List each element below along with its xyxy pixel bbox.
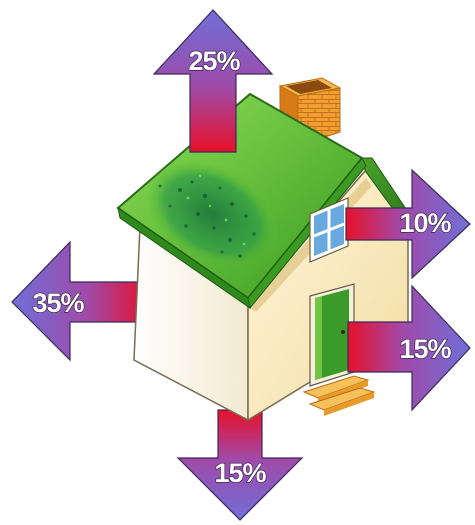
door-steps xyxy=(302,375,376,416)
arrow-left-wall: 35% xyxy=(11,240,151,362)
label-door: 15% xyxy=(399,334,451,364)
label-roof: 25% xyxy=(188,46,240,76)
label-left-wall: 35% xyxy=(32,288,84,318)
arrow-window: 10% xyxy=(345,168,471,280)
arrow-icon xyxy=(347,284,471,412)
moss-patch xyxy=(145,159,279,269)
arrow-floor: 15% xyxy=(176,409,304,521)
label-window: 10% xyxy=(399,208,451,238)
arrow-roof: 25% xyxy=(152,9,274,153)
window-icon xyxy=(309,197,349,263)
arrow-icon xyxy=(152,9,274,153)
door-icon xyxy=(309,283,355,387)
label-floor: 15% xyxy=(214,458,266,488)
arrow-icon xyxy=(345,168,471,280)
arrow-door: 15% xyxy=(347,284,471,412)
arrow-icon xyxy=(176,409,304,521)
house-icon xyxy=(116,77,413,422)
